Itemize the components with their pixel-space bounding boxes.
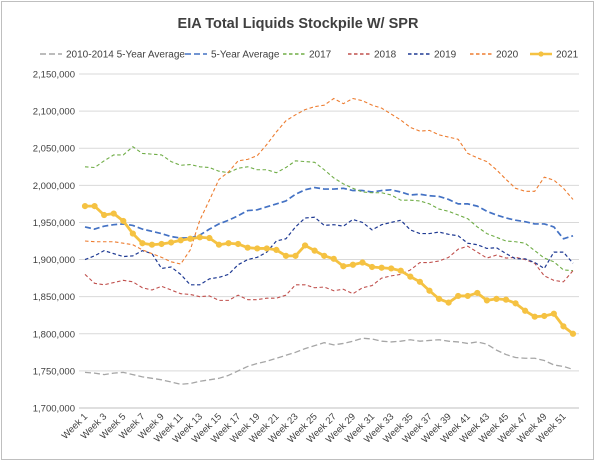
series-line: [84, 337, 574, 385]
legend-item: 2010-2014 5-Year Average: [40, 50, 185, 61]
series-line: [84, 97, 574, 265]
y-tick-label: 1,700,000: [33, 404, 75, 415]
series-5: [84, 97, 574, 265]
data-point: [292, 252, 299, 259]
legend-item: 2020: [470, 50, 519, 61]
y-tick-label: 2,150,000: [33, 70, 75, 81]
legend-item: 2019: [408, 50, 457, 61]
data-point: [407, 273, 414, 280]
data-point: [263, 245, 270, 252]
legend-item: 2018: [348, 50, 397, 61]
series-line: [84, 245, 574, 301]
data-point: [464, 292, 471, 300]
data-point: [522, 307, 529, 314]
data-point: [311, 247, 318, 254]
legend-item: 2017: [283, 50, 332, 61]
data-point: [101, 211, 108, 219]
data-point: [397, 267, 404, 274]
chart-frame: EIA Total Liquids Stockpile W/ SPR 1,700…: [1, 1, 594, 460]
data-point: [215, 241, 223, 248]
data-point: [321, 252, 328, 259]
data-point: [359, 259, 366, 266]
data-point: [177, 237, 184, 244]
legend-label: 5-Year Average: [211, 50, 280, 61]
line-chart: EIA Total Liquids Stockpile W/ SPR 1,700…: [33, 16, 579, 446]
series-3: [84, 245, 574, 301]
data-point: [368, 263, 376, 271]
series-6: [81, 203, 577, 337]
legend-item: 5-Year Average: [185, 50, 280, 61]
y-tick-label: 1,950,000: [33, 218, 75, 229]
y-tick-label: 1,750,000: [33, 366, 75, 377]
data-point: [416, 278, 424, 285]
data-point: [187, 235, 194, 242]
legend-label: 2018: [374, 50, 397, 61]
series-line: [84, 186, 574, 240]
gridlines: [79, 73, 579, 409]
data-point: [158, 240, 165, 248]
data-point: [330, 255, 337, 262]
data-point: [81, 203, 89, 210]
data-point: [206, 234, 213, 242]
legend-label: 2010-2014 5-Year Average: [66, 50, 185, 61]
data-point: [340, 263, 347, 270]
y-tick-label: 2,050,000: [33, 144, 75, 155]
series-4: [84, 216, 574, 286]
data-point: [531, 313, 538, 320]
data-point: [139, 240, 146, 247]
y-tick-label: 1,900,000: [33, 255, 75, 266]
data-point: [550, 310, 557, 317]
data-point: [129, 230, 136, 237]
legend-label: 2021: [556, 50, 579, 61]
data-point: [435, 295, 443, 302]
data-point: [378, 264, 385, 271]
series-line: [84, 216, 574, 286]
data-point: [148, 241, 156, 248]
data-point: [110, 210, 117, 217]
data-point: [168, 239, 175, 246]
data-point: [282, 252, 290, 259]
legend-label: 2019: [434, 50, 457, 61]
data-point: [225, 240, 232, 247]
data-point: [502, 296, 510, 303]
data-point: [254, 245, 261, 252]
y-tick-label: 1,850,000: [33, 292, 75, 303]
legend-label: 2020: [496, 50, 519, 61]
data-point: [120, 217, 127, 225]
data-point: [541, 312, 548, 320]
data-point: [569, 330, 577, 337]
data-point: [301, 242, 309, 249]
y-tick-label: 1,800,000: [33, 329, 75, 340]
data-point: [455, 292, 462, 300]
data-point: [493, 295, 500, 302]
legend-label: 2017: [309, 50, 332, 61]
data-point: [244, 244, 251, 251]
legend-item: 2021: [530, 50, 579, 61]
series-0: [84, 337, 574, 385]
y-tick-label: 2,100,000: [33, 107, 75, 118]
data-point: [426, 287, 433, 294]
data-point: [474, 289, 481, 297]
data-point: [560, 323, 567, 330]
data-point: [234, 240, 242, 248]
data-point: [196, 234, 203, 241]
series-1: [84, 186, 574, 240]
legend: 2010-2014 5-Year Average 5-Year Average 20…: [40, 50, 579, 61]
series-lines: [81, 97, 577, 385]
data-point: [483, 297, 490, 304]
data-point: [273, 246, 280, 254]
y-tick-label: 2,000,000: [33, 181, 75, 192]
chart-title: EIA Total Liquids Stockpile W/ SPR: [178, 16, 419, 32]
series-line: [85, 204, 574, 335]
data-point: [512, 300, 519, 307]
data-point: [445, 299, 452, 306]
data-point: [388, 265, 395, 272]
y-axis: 1,700,000 1,750,000 1,800,000 1,850,000 1,90…: [33, 70, 75, 415]
data-point: [91, 203, 98, 210]
data-point: [349, 261, 357, 268]
series-2: [84, 146, 574, 272]
legend-marker: [538, 51, 544, 57]
series-line: [84, 146, 574, 272]
